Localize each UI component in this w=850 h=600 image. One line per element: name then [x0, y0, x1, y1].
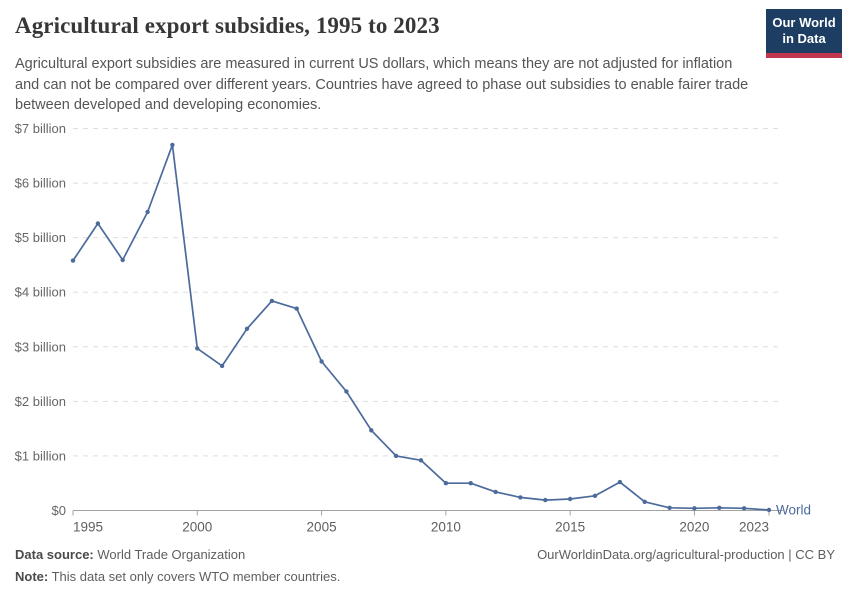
data-point [120, 257, 125, 263]
data-point [642, 499, 647, 504]
data-source-label: Data source: [15, 547, 94, 562]
data-point [344, 389, 349, 394]
data-point [418, 458, 424, 463]
chart-subtitle: Agricultural export subsidies are measur… [15, 56, 749, 114]
data-point [518, 495, 523, 500]
x-tick-label: 2000 [182, 520, 212, 535]
data-point [692, 506, 697, 511]
data-point [294, 306, 299, 311]
data-point [567, 496, 573, 502]
data-point [543, 497, 548, 503]
series-line [72, 144, 770, 511]
data-point [369, 428, 374, 433]
data-point [145, 209, 150, 215]
owid-logo-line2: in Data [782, 31, 826, 47]
data-point [741, 506, 747, 511]
owid-logo[interactable]: Our World in Data [766, 9, 842, 58]
data-point [195, 346, 200, 351]
series-end-label: World [776, 502, 811, 517]
note-line: Note: This data set only covers WTO memb… [15, 569, 340, 584]
y-tick-label: $1 billion [15, 448, 66, 463]
data-source-line: Data source: World Trade Organization [15, 547, 245, 562]
owid-logo-line1: Our World [772, 15, 836, 30]
y-tick-label: $5 billion [15, 230, 66, 245]
data-point [592, 493, 598, 498]
y-tick-label: $3 billion [15, 339, 66, 354]
y-tick-label: $7 billion [15, 121, 66, 136]
y-tick-label: $0 [52, 503, 66, 518]
data-point [70, 258, 76, 263]
data-point [443, 481, 449, 486]
data-source-value: World Trade Organization [93, 547, 246, 562]
data-point [170, 142, 175, 148]
y-tick-label: $6 billion [15, 176, 66, 191]
data-point [617, 479, 623, 485]
data-point [766, 507, 772, 513]
x-tick-label: 2015 [555, 520, 585, 535]
data-point [95, 221, 101, 226]
data-point [244, 326, 250, 331]
data-point [667, 505, 672, 510]
y-tick-label: $2 billion [15, 394, 66, 409]
line-chart: $0 $1 billion $2 billion $3 billion $4 billi… [15, 121, 811, 535]
page-title: Agricultural export subsidies, 1995 to 2… [15, 13, 440, 38]
x-tick-label: 2005 [307, 520, 337, 535]
x-tick-label: 2023 [739, 520, 769, 535]
data-point [219, 363, 225, 369]
data-point [717, 505, 722, 510]
data-point [493, 489, 498, 495]
data-point [269, 298, 275, 304]
note-label: Note: [15, 569, 49, 584]
y-tick-label: $4 billion [15, 285, 66, 300]
data-point [393, 453, 399, 459]
note-value: This data set only covers WTO member cou… [48, 569, 341, 584]
x-tick-label: 2020 [679, 520, 709, 535]
x-tick-label: 2010 [431, 520, 461, 535]
credit-link[interactable]: OurWorldinData.org/agricultural-producti… [537, 547, 835, 562]
data-point [468, 481, 473, 486]
data-point [319, 359, 324, 364]
x-tick-label: 1995 [73, 520, 103, 535]
